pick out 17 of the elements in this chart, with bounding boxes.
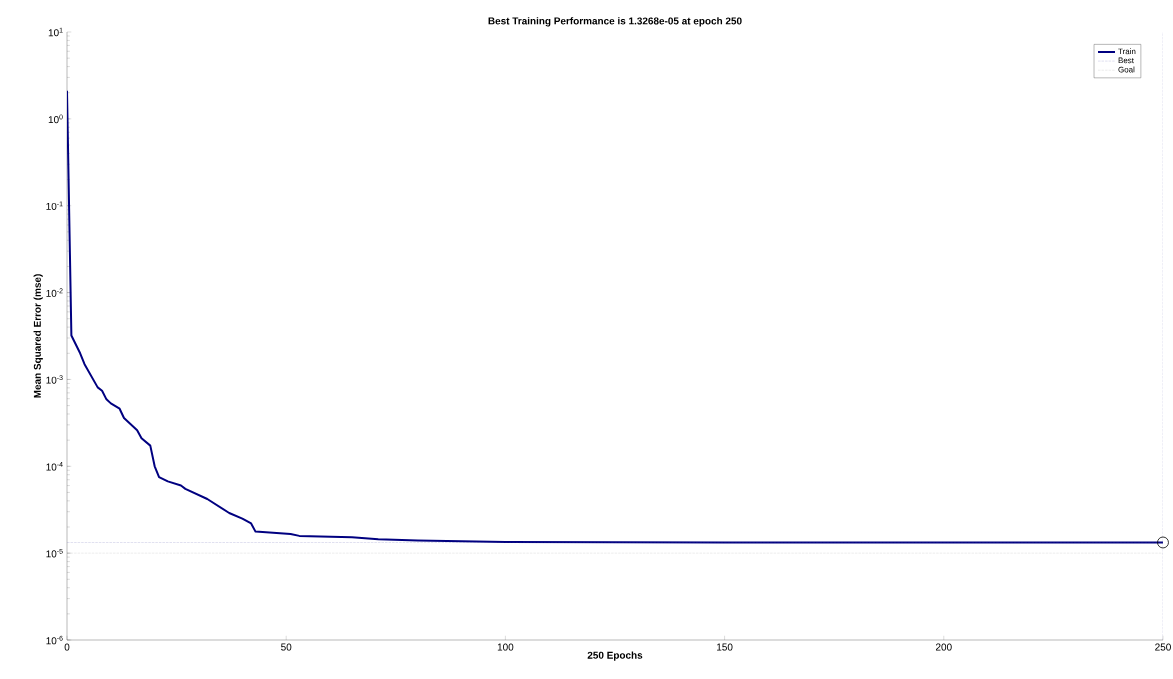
chart-title: Best Training Performance is 1.3268e-05 at epoch 250	[488, 17, 742, 27]
y-tick-label: 10$^{-3}$	[46, 375, 63, 384]
y-tick-label: 10$^{-4}$	[46, 462, 63, 471]
y-tick-label: 10$^{1}$	[48, 27, 63, 37]
x-tick-label: 0	[64, 643, 70, 651]
x-tick-label: 250	[1155, 643, 1171, 651]
x-axis-title: 250 Epochs	[587, 651, 643, 661]
y-axis-title: Mean Squared Error (mse)	[33, 274, 43, 398]
x-tick-label: 150	[717, 643, 733, 651]
y-tick-label: 10$^{-5}$	[46, 548, 63, 558]
x-tick-label: 200	[935, 643, 952, 651]
y-tick-label: 10$^{0}$	[48, 114, 63, 124]
y-tick-label: 10$^{-2}$	[46, 288, 63, 297]
y-tick-label: 10$^{-6}$	[46, 635, 63, 645]
x-tick-label: 50	[281, 643, 292, 651]
x-tick-label: 100	[497, 643, 514, 651]
y-tick-label: 10$^{-1}$	[46, 201, 63, 210]
